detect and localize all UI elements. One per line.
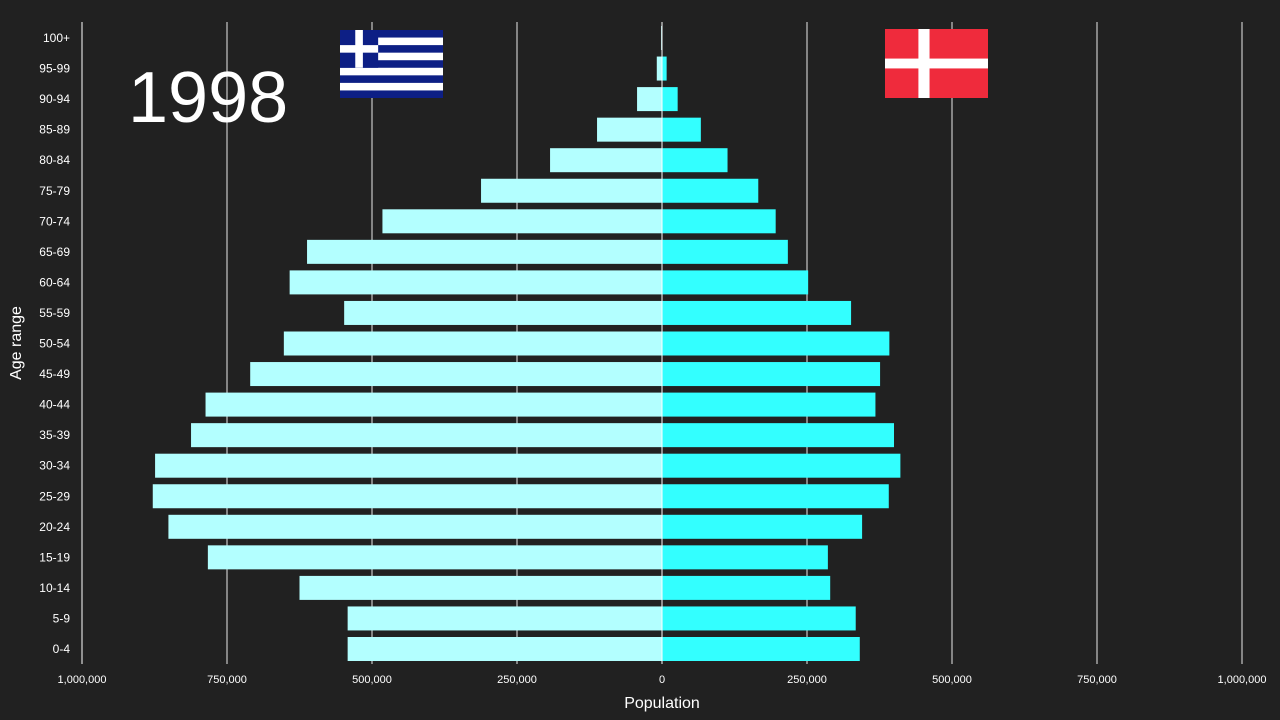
bar-left <box>656 56 662 81</box>
y-tick-label: 30-34 <box>39 459 70 473</box>
bar-right <box>662 575 831 600</box>
bar-left <box>481 178 662 203</box>
y-tick-label: 80-84 <box>39 153 70 167</box>
bar-left <box>347 606 662 631</box>
bar-left <box>347 637 662 661</box>
x-axis-title: Population <box>624 695 700 712</box>
bar-left <box>207 545 663 570</box>
x-tick-label: 750,000 <box>207 674 247 686</box>
bar-left <box>205 392 663 417</box>
greece-flag-icon <box>340 30 443 98</box>
bar-right <box>662 392 876 417</box>
y-tick-label: 40-44 <box>39 398 70 412</box>
y-tick-label: 15-19 <box>39 550 70 564</box>
y-tick-label: 20-24 <box>39 520 70 534</box>
bar-left <box>155 453 662 478</box>
y-tick-label: 25-29 <box>39 489 70 503</box>
bar-left <box>307 239 662 264</box>
bar-left <box>550 148 662 173</box>
bar-left <box>250 362 662 387</box>
bar-right <box>662 148 728 173</box>
y-tick-label: 65-69 <box>39 245 70 259</box>
bar-right <box>662 270 809 295</box>
bar-left <box>382 209 662 234</box>
y-tick-label: 55-59 <box>39 306 70 320</box>
x-tick-label: 1,000,000 <box>58 674 107 686</box>
bar-right <box>662 514 863 539</box>
bar-right <box>662 117 701 142</box>
bar-left <box>191 423 663 448</box>
bar-right <box>662 56 667 81</box>
denmark-flag-icon <box>885 29 988 98</box>
denmark-flag-graphic <box>885 29 988 98</box>
bar-left <box>168 514 663 539</box>
greece-flag-graphic <box>340 30 443 98</box>
bar-right <box>662 545 828 570</box>
y-tick-label: 45-49 <box>39 367 70 381</box>
bar-right <box>662 606 856 631</box>
bar-right <box>662 362 881 387</box>
year-label: 1998 <box>128 58 289 138</box>
y-axis-title: Age range <box>8 306 25 380</box>
y-tick-label: 60-64 <box>39 275 70 289</box>
bar-right <box>662 209 776 234</box>
bar-right <box>662 423 894 448</box>
bar-right <box>662 484 889 509</box>
x-tick-label: 250,000 <box>497 674 537 686</box>
y-tick-label: 85-89 <box>39 123 70 137</box>
x-tick-label: 250,000 <box>787 674 827 686</box>
y-tick-label: 100+ <box>43 31 70 45</box>
bar-right <box>662 87 678 112</box>
x-tick-label: 0 <box>659 674 665 686</box>
bar-left <box>152 484 662 509</box>
y-tick-label: 0-4 <box>53 642 71 656</box>
x-tick-label: 750,000 <box>1077 674 1117 686</box>
bar-left <box>597 117 662 142</box>
bar-left <box>344 300 662 325</box>
y-tick-label: 90-94 <box>39 92 70 106</box>
bar-left <box>283 331 662 356</box>
bars <box>152 26 901 661</box>
axes: 1,000,000 750,000 500,000 250,000 0 250,000 50… <box>39 22 1266 686</box>
y-tick-label: 5-9 <box>53 611 71 625</box>
bar-left <box>299 575 662 600</box>
y-tick-label: 95-99 <box>39 62 70 76</box>
x-tick-label: 500,000 <box>932 674 972 686</box>
x-tick-label: 1,000,000 <box>1218 674 1267 686</box>
bar-right <box>662 637 860 661</box>
bar-right <box>662 453 901 478</box>
bar-right <box>662 239 788 264</box>
bar-right <box>662 331 890 356</box>
y-tick-label: 50-54 <box>39 337 70 351</box>
y-tick-label: 70-74 <box>39 214 70 228</box>
y-tick-label: 75-79 <box>39 184 70 198</box>
bar-right <box>662 300 852 325</box>
y-tick-label: 10-14 <box>39 581 70 595</box>
x-tick-label: 500,000 <box>352 674 392 686</box>
bar-left <box>289 270 662 295</box>
bar-left <box>637 87 662 112</box>
y-tick-label: 35-39 <box>39 428 70 442</box>
bar-right <box>662 178 759 203</box>
